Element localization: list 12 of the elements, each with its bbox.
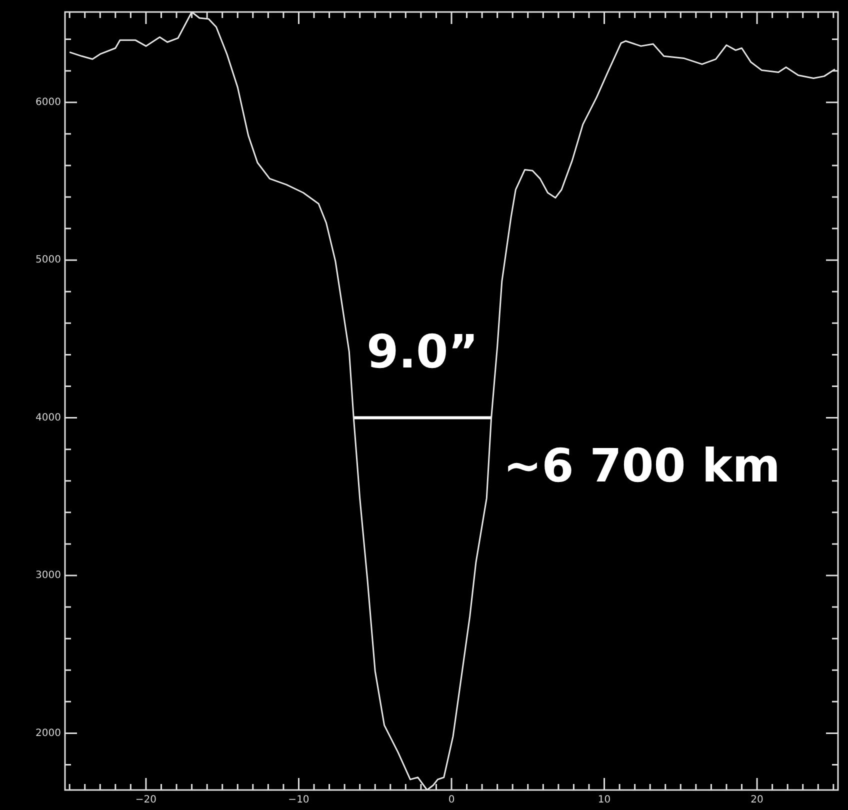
annotation: 9.0” [366,324,478,379]
x-tick-label: −10 [288,794,310,806]
x-tick-label: 0 [448,794,455,806]
annotation: ~6 700 km [503,438,780,493]
y-tick-label: 6000 [36,96,61,108]
x-tick-label: −20 [135,794,157,806]
y-tick-label: 4000 [36,412,61,424]
x-tick-label: 10 [598,794,611,806]
y-tick-label: 5000 [36,254,61,266]
x-tick-label: 20 [750,794,764,806]
y-tick-label: 2000 [36,728,61,739]
y-tick-label: 3000 [36,570,61,582]
